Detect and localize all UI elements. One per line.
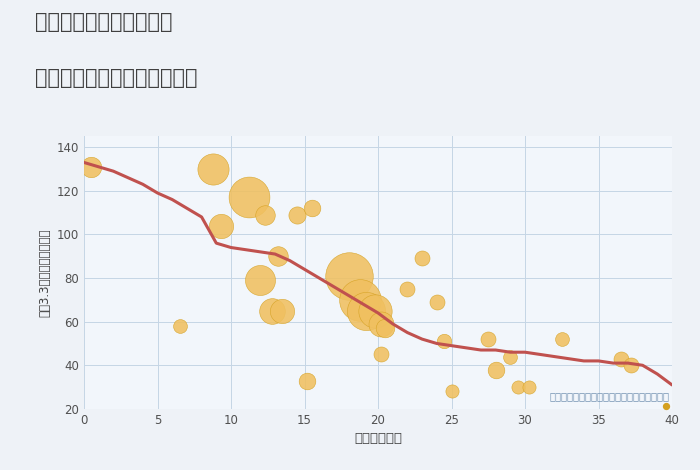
Point [431,298,442,306]
Point [446,388,457,395]
Text: 円の大きさは、取引のあった物件面積を示す: 円の大きさは、取引のあった物件面積を示す [549,391,669,401]
Point [438,337,450,345]
Point [360,307,372,314]
Y-axis label: 坪（3.3㎡）単価（万円）: 坪（3.3㎡）単価（万円） [38,228,51,317]
Point [85,163,97,171]
Point [291,211,302,219]
Text: 築年数別中古マンション価格: 築年数別中古マンション価格 [35,68,197,88]
Point [375,351,386,358]
Point [483,336,494,343]
Point [375,320,386,328]
Point [625,361,636,369]
Point [243,194,254,201]
Point [615,355,626,362]
Point [277,307,288,314]
Point [661,402,672,409]
Point [259,211,270,219]
Point [255,276,266,284]
Point [556,336,567,343]
Point [505,353,516,360]
Point [307,204,318,212]
Text: 奈良県奈良市今小路町の: 奈良県奈良市今小路町の [35,12,172,32]
Point [272,252,284,260]
Point [490,366,501,373]
Point [524,384,535,391]
Point [267,307,278,314]
Point [402,285,413,293]
X-axis label: 築年数（年）: 築年数（年） [354,432,402,445]
Point [208,165,219,173]
Point [379,324,391,332]
Point [370,307,381,314]
Point [174,322,185,330]
Point [343,272,354,280]
Point [512,384,524,391]
Point [416,255,428,262]
Point [355,296,366,304]
Point [215,222,226,229]
Point [302,377,313,384]
